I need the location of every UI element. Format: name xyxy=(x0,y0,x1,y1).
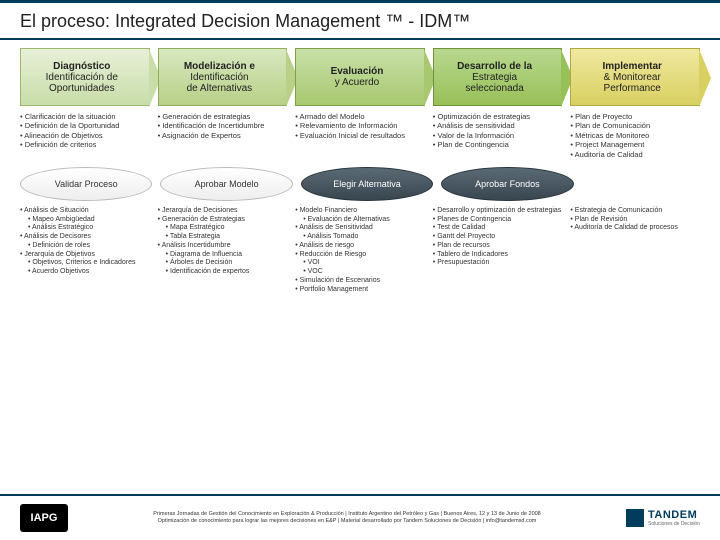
tandem-logo-icon xyxy=(626,509,644,527)
detail-bullets-row: Análisis de SituaciónMapeo AmbigüedadAná… xyxy=(0,201,720,295)
list-item: Identificación de expertos xyxy=(158,268,288,277)
stage-5: Implementar& MonitorearPerformance xyxy=(570,48,700,106)
list-item: Alineación de Objetivos xyxy=(20,131,150,140)
list-item: Plan de Proyecto xyxy=(570,112,700,121)
list-item: Armado del Modelo xyxy=(295,112,425,121)
stage-bullets-5: Plan de ProyectoPlan de ComunicaciónMétr… xyxy=(570,112,700,159)
stage-bullets-2: Generación de estrategiasIdentificación … xyxy=(158,112,288,159)
list-item: Asignación de Expertos xyxy=(158,131,288,140)
list-item: Tablero de Indicadores xyxy=(433,251,563,260)
oval-4: Aprobar Fondos xyxy=(441,167,573,201)
list-item: Plan de recursos xyxy=(433,242,563,251)
detail-col-2: Jerarquía de DecisionesGeneración de Est… xyxy=(158,207,288,295)
oval-5 xyxy=(582,167,700,201)
list-item: Modelo Financiero xyxy=(295,207,425,216)
tandem-logo-text: TANDEM xyxy=(648,509,700,521)
list-item: Clarificación de la situación xyxy=(20,112,150,121)
list-item: Plan de Revisión xyxy=(570,216,700,225)
list-item: Valor de la Información xyxy=(433,131,563,140)
title-underline xyxy=(0,38,720,40)
list-item: Portfolio Management xyxy=(295,286,425,295)
list-item: Análisis Estratégico xyxy=(20,224,150,233)
list-item: Jerarquía de Objetivos xyxy=(20,251,150,260)
list-item: Mapeo Ambigüedad xyxy=(20,216,150,225)
list-item: Análisis de Decisores xyxy=(20,233,150,242)
list-item: Árboles de Decisión xyxy=(158,259,288,268)
detail-col-3: Modelo FinancieroEvaluación de Alternati… xyxy=(295,207,425,295)
page-title: El proceso: Integrated Decision Manageme… xyxy=(20,11,700,32)
list-item: Planes de Contingencia xyxy=(433,216,563,225)
list-item: Definición de roles xyxy=(20,242,150,251)
list-item: Tabla Estrategia xyxy=(158,233,288,242)
stage-bullets-1: Clarificación de la situaciónDefinición … xyxy=(20,112,150,159)
list-item: Optimización de estrategias xyxy=(433,112,563,121)
footer-line2: Optimización de conocimiento para lograr… xyxy=(78,518,616,525)
list-item: Análisis Incertidumbre xyxy=(158,242,288,251)
stage-bullets-3: Armado del ModeloRelevamiento de Informa… xyxy=(295,112,425,159)
list-item: Acuerdo Objetivos xyxy=(20,268,150,277)
stage-bullets-4: Optimización de estrategiasAnálisis de s… xyxy=(433,112,563,159)
detail-col-4: Desarrollo y optimización de estrategias… xyxy=(433,207,563,295)
list-item: VOC xyxy=(295,268,425,277)
list-item: Mapa Estratégico xyxy=(158,224,288,233)
ovals-row: Validar ProcesoAprobar Modelo Elegir Alte… xyxy=(0,159,720,201)
list-item: Reducción de Riesgo xyxy=(295,251,425,260)
list-item: Test de Calidad xyxy=(433,224,563,233)
list-item: Auditoría de Calidad xyxy=(570,150,700,159)
stage-1: DiagnósticoIdentificación deOportunidade… xyxy=(20,48,150,106)
list-item: Generación de Estrategias xyxy=(158,216,288,225)
oval-1: Validar Proceso xyxy=(20,167,152,201)
list-item: Análisis de Sensitividad xyxy=(295,224,425,233)
iapg-logo: IAPG xyxy=(20,504,68,532)
list-item: Análisis de riesgo xyxy=(295,242,425,251)
list-item: Auditoría de Calidad de procesos xyxy=(570,224,700,233)
list-item: Identificación de Incertidumbre xyxy=(158,121,288,130)
stage-bullets-row: Clarificación de la situaciónDefinición … xyxy=(0,106,720,159)
tandem-logo-sub: Soluciones de Decisión xyxy=(648,521,700,527)
list-item: Jerarquía de Decisiones xyxy=(158,207,288,216)
footer-line1: Primeras Jornadas de Gestión del Conocim… xyxy=(78,511,616,518)
footer-text: Primeras Jornadas de Gestión del Conocim… xyxy=(68,511,626,524)
tandem-logo: TANDEM Soluciones de Decisión xyxy=(626,509,700,527)
list-item: Plan de Comunicación xyxy=(570,121,700,130)
stage-2: Modelización eIdentificaciónde Alternati… xyxy=(158,48,288,106)
detail-col-1: Análisis de SituaciónMapeo AmbigüedadAná… xyxy=(20,207,150,295)
list-item: Objetivos, Criterios e Indicadores xyxy=(20,259,150,268)
list-item: Evaluación de Alternativas xyxy=(295,216,425,225)
list-item: Evaluación Inicial de resultados xyxy=(295,131,425,140)
footer: IAPG Primeras Jornadas de Gestión del Co… xyxy=(0,494,720,540)
list-item: Estrategia de Comunicación xyxy=(570,207,700,216)
list-item: Generación de estrategias xyxy=(158,112,288,121)
oval-2: Aprobar Modelo xyxy=(160,167,292,201)
list-item: Plan de Contingencia xyxy=(433,140,563,149)
list-item: VOI xyxy=(295,259,425,268)
list-item: Relevamiento de Información xyxy=(295,121,425,130)
list-item: Desarrollo y optimización de estrategias xyxy=(433,207,563,216)
list-item: Project Management xyxy=(570,140,700,149)
detail-col-5: Estrategia de ComunicaciónPlan de Revisi… xyxy=(570,207,700,295)
list-item: Definición de criterios xyxy=(20,140,150,149)
list-item: Análisis Tornado xyxy=(295,233,425,242)
list-item: Métricas de Monitoreo xyxy=(570,131,700,140)
list-item: Análisis de Situación xyxy=(20,207,150,216)
list-item: Análisis de sensitividad xyxy=(433,121,563,130)
stage-3: Evaluacióny Acuerdo xyxy=(295,48,425,106)
list-item: Presupuestación xyxy=(433,259,563,268)
stages-row: DiagnósticoIdentificación deOportunidade… xyxy=(0,48,720,106)
list-item: Gantt del Proyecto xyxy=(433,233,563,242)
stage-4: Desarrollo de laEstrategiaseleccionada xyxy=(433,48,563,106)
oval-3: Elegir Alternativa xyxy=(301,167,433,201)
list-item: Simulación de Escenarios xyxy=(295,277,425,286)
list-item: Definición de la Oportunidad xyxy=(20,121,150,130)
